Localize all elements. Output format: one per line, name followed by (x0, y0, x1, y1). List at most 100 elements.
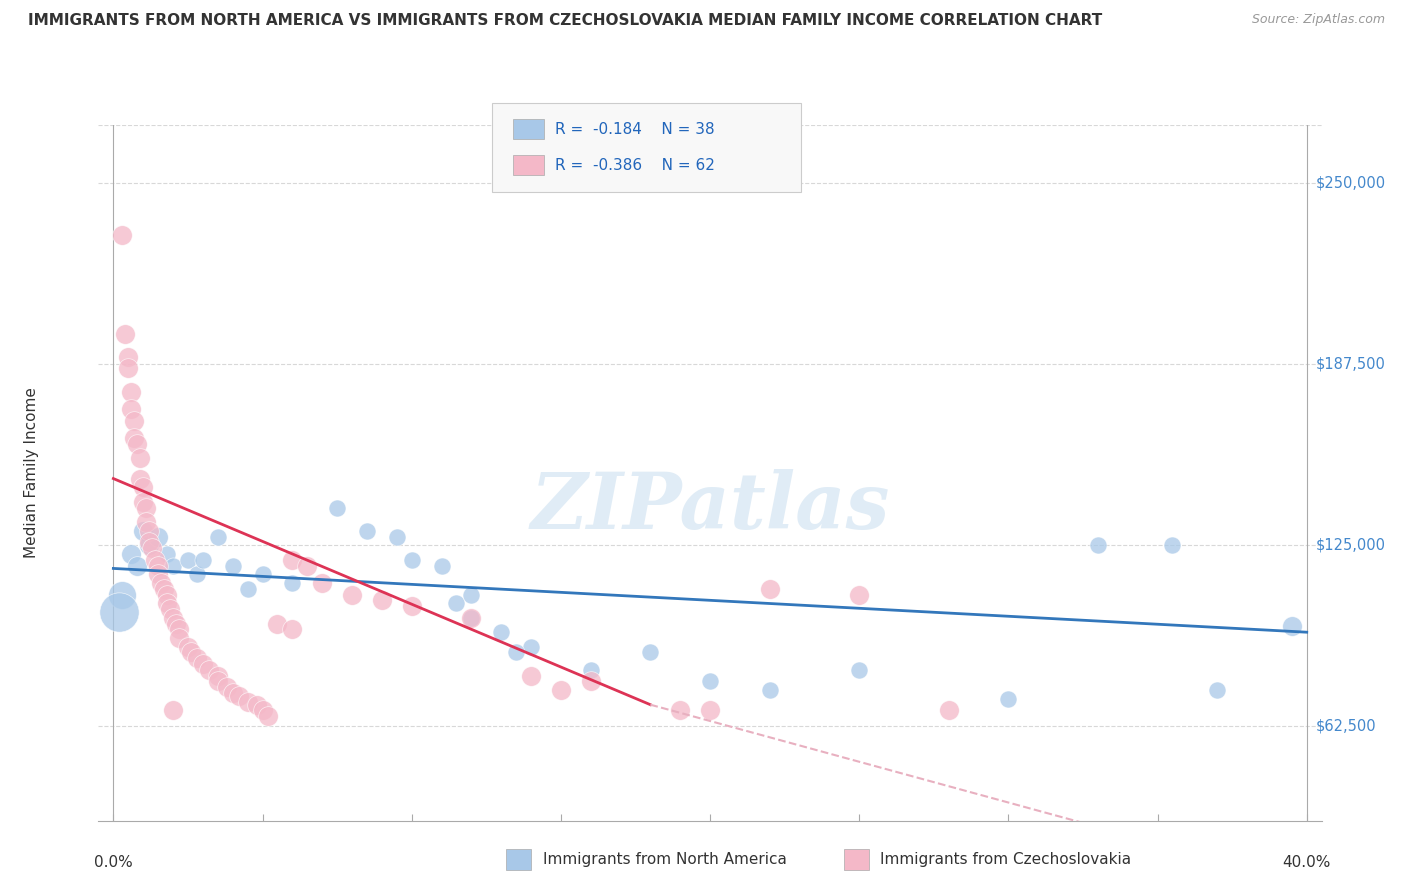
Point (207, 669, 229, 683)
Text: IMMIGRANTS FROM NORTH AMERICA VS IMMIGRANTS FROM CZECHOSLOVAKIA MEDIAN FAMILY IN: IMMIGRANTS FROM NORTH AMERICA VS IMMIGRA… (28, 13, 1102, 29)
Point (162, 610, 184, 624)
Point (252, 703, 274, 717)
Point (281, 623, 304, 637)
Point (162, 558, 184, 573)
Point (132, 480, 155, 494)
Point (446, 596, 468, 610)
Point (111, 228, 134, 243)
Point (245, 698, 267, 712)
Point (297, 558, 319, 573)
Point (186, 651, 208, 665)
Point (460, 610, 482, 624)
Point (156, 596, 179, 610)
Point (138, 538, 160, 552)
Point (117, 350, 139, 364)
Point (1161, 538, 1184, 552)
Point (848, 588, 870, 602)
Point (401, 552, 423, 567)
Point (215, 680, 238, 694)
Point (340, 588, 363, 602)
Point (371, 593, 394, 607)
Point (640, 646, 662, 660)
Point (505, 646, 527, 660)
Point (138, 524, 160, 538)
Text: Immigrants from Czechoslovakia: Immigrants from Czechoslovakia (880, 852, 1132, 867)
Point (281, 552, 304, 567)
Point (758, 683, 780, 698)
Point (669, 703, 692, 717)
Point (156, 588, 179, 602)
Text: Median Family Income: Median Family Income (24, 387, 38, 558)
Point (257, 709, 280, 723)
Point (159, 602, 181, 616)
Point (162, 703, 184, 717)
Point (848, 663, 870, 677)
Point (167, 631, 190, 645)
Point (1087, 538, 1109, 552)
Point (114, 326, 136, 341)
Point (120, 547, 142, 561)
Point (489, 625, 512, 640)
Point (127, 436, 149, 450)
Point (236, 695, 259, 709)
Point (120, 384, 142, 399)
Point (1281, 619, 1303, 633)
Point (356, 524, 378, 538)
Point (132, 524, 155, 538)
Point (997, 692, 1019, 706)
Point (177, 640, 200, 654)
Point (1206, 683, 1229, 698)
Point (146, 567, 169, 582)
Point (129, 451, 152, 466)
Point (207, 530, 229, 544)
Text: 0.0%: 0.0% (94, 855, 132, 871)
Point (228, 689, 250, 703)
Point (198, 663, 221, 677)
Text: R =  -0.386    N = 62: R = -0.386 N = 62 (555, 158, 716, 173)
Point (266, 616, 288, 631)
Point (165, 616, 187, 631)
Text: $62,500: $62,500 (1316, 719, 1376, 734)
Point (326, 500, 349, 515)
Point (460, 610, 482, 624)
Point (138, 535, 160, 549)
Point (579, 663, 602, 677)
Point (520, 640, 543, 654)
Point (550, 683, 572, 698)
Point (150, 576, 173, 591)
Point (385, 530, 408, 544)
Point (117, 361, 139, 376)
Point (132, 494, 155, 508)
Text: R =  -0.184    N = 38: R = -0.184 N = 38 (555, 121, 716, 136)
Text: Immigrants from North America: Immigrants from North America (543, 852, 786, 867)
Text: 40.0%: 40.0% (1282, 855, 1331, 871)
Point (520, 669, 543, 683)
Point (122, 414, 145, 428)
Point (146, 558, 169, 573)
Point (108, 605, 131, 619)
Point (141, 541, 163, 555)
Point (186, 567, 208, 582)
Point (699, 703, 721, 717)
Point (281, 576, 304, 591)
Point (146, 530, 169, 544)
Point (579, 674, 602, 689)
Point (180, 646, 202, 660)
Point (143, 552, 166, 567)
Point (129, 471, 152, 485)
Point (758, 582, 780, 596)
Point (699, 674, 721, 689)
Point (221, 558, 243, 573)
Text: $250,000: $250,000 (1316, 176, 1386, 190)
Text: ZIPatlas: ZIPatlas (530, 469, 890, 546)
Point (120, 401, 142, 416)
Point (167, 623, 190, 637)
Point (111, 588, 134, 602)
Point (135, 500, 157, 515)
Point (191, 657, 214, 671)
Point (177, 552, 200, 567)
Text: $187,500: $187,500 (1316, 357, 1385, 372)
Text: $125,000: $125,000 (1316, 538, 1386, 553)
Point (191, 552, 214, 567)
Point (122, 431, 145, 445)
